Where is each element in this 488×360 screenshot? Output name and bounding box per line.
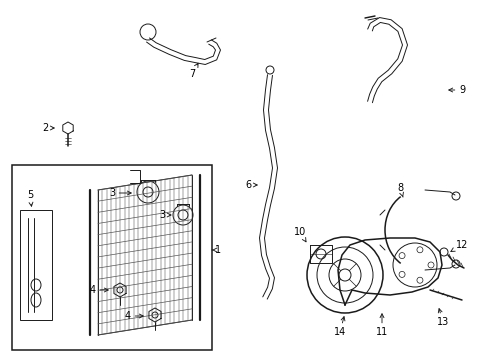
Text: 4: 4 xyxy=(90,285,108,295)
Text: 8: 8 xyxy=(396,183,403,197)
Text: 7: 7 xyxy=(188,63,198,79)
Text: 9: 9 xyxy=(448,85,464,95)
Text: 10: 10 xyxy=(293,227,305,242)
Text: 3: 3 xyxy=(159,210,171,220)
Text: 11: 11 xyxy=(375,314,387,337)
Bar xyxy=(20,210,52,320)
Text: 14: 14 xyxy=(333,317,346,337)
Text: 3: 3 xyxy=(109,188,131,198)
Text: 13: 13 xyxy=(436,309,448,327)
Text: 12: 12 xyxy=(450,240,467,252)
Text: 4: 4 xyxy=(124,311,143,321)
Text: 2: 2 xyxy=(42,123,54,133)
Text: 6: 6 xyxy=(244,180,257,190)
Text: 1: 1 xyxy=(212,245,221,255)
Bar xyxy=(12,165,212,350)
Text: 5: 5 xyxy=(27,190,33,206)
